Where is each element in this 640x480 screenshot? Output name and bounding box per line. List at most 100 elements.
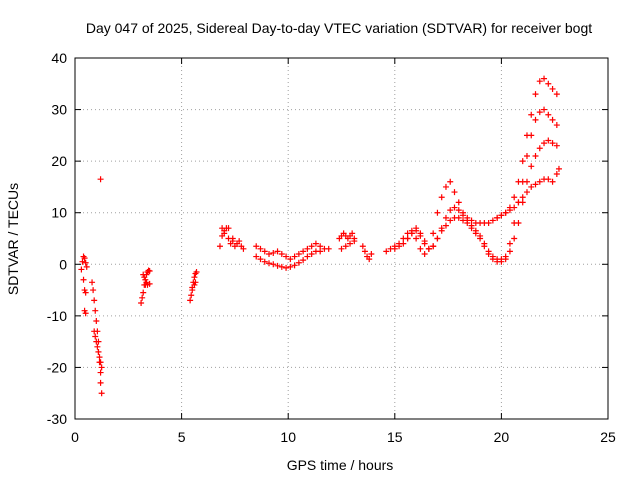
data-point: [291, 262, 298, 269]
data-point: [523, 189, 530, 196]
data-point: [80, 276, 87, 283]
data-point: [472, 230, 479, 237]
y-tick-label: 30: [51, 102, 67, 118]
data-point: [506, 240, 513, 247]
data-point: [485, 250, 492, 257]
data-point: [425, 245, 432, 252]
data-point: [79, 258, 86, 265]
data-point: [519, 158, 526, 165]
data-point: [295, 259, 302, 266]
data-point: [515, 220, 522, 227]
data-point: [291, 253, 298, 260]
data-point: [460, 217, 467, 224]
data-point: [536, 178, 543, 185]
data-point: [549, 140, 556, 147]
series-segment-5.5h: [187, 269, 200, 304]
data-point: [553, 122, 560, 129]
data-point: [300, 248, 307, 255]
data-point: [138, 299, 145, 306]
data-point: [421, 238, 428, 245]
series-segment-7h: [216, 225, 247, 252]
data-point: [221, 230, 228, 237]
data-point: [95, 348, 102, 355]
data-point: [261, 248, 268, 255]
series-mid-band-lower: [253, 248, 324, 271]
data-point: [216, 243, 223, 250]
data-point: [464, 220, 471, 227]
series-mid-band-upper: [253, 240, 332, 263]
series-late-series-b: [391, 106, 560, 263]
data-point: [139, 294, 146, 301]
data-point: [89, 279, 96, 286]
data-point: [325, 245, 332, 252]
data-point: [317, 243, 324, 250]
data-point: [347, 240, 354, 247]
data-point: [545, 80, 552, 87]
data-point: [91, 297, 98, 304]
data-point: [83, 263, 90, 270]
data-point: [536, 109, 543, 116]
data-point: [532, 116, 539, 123]
data-point: [549, 178, 556, 185]
series-outlier: [97, 176, 104, 183]
y-tick-label: -20: [47, 359, 67, 375]
data-point: [468, 225, 475, 232]
data-point: [430, 230, 437, 237]
data-point: [528, 132, 535, 139]
data-point: [455, 199, 462, 206]
data-point: [400, 240, 407, 247]
plot-frame: [74, 57, 609, 420]
x-tick-label: 20: [494, 429, 510, 445]
data-point: [351, 238, 358, 245]
data-point: [287, 256, 294, 263]
data-point: [447, 178, 454, 185]
data-point: [261, 258, 268, 265]
data-point: [545, 111, 552, 118]
data-point: [189, 287, 196, 294]
data-point: [98, 364, 105, 371]
data-point: [502, 256, 509, 263]
data-point: [549, 116, 556, 123]
data-point: [98, 390, 105, 397]
data-point: [93, 318, 100, 325]
series-early-cluster: [78, 253, 90, 317]
data-point: [81, 255, 88, 262]
data-point: [541, 75, 548, 82]
data-point: [541, 106, 548, 113]
data-point: [511, 204, 518, 211]
data-point: [312, 240, 319, 247]
data-point: [82, 289, 89, 296]
data-point: [438, 227, 445, 234]
data-point: [528, 183, 535, 190]
data-point: [317, 248, 324, 255]
data-point: [283, 264, 290, 271]
data-point: [270, 249, 277, 256]
data-point: [489, 256, 496, 263]
data-point: [494, 214, 501, 221]
data-point: [266, 260, 273, 267]
data-point: [349, 230, 356, 237]
data-point: [295, 250, 302, 257]
data-point: [308, 243, 315, 250]
data-point: [532, 181, 539, 188]
y-tick-label: 40: [51, 50, 67, 66]
data-point: [219, 225, 226, 232]
data-point: [240, 245, 247, 252]
data-point: [528, 163, 535, 170]
data-point: [270, 261, 277, 268]
data-point: [553, 91, 560, 98]
series-late-series-c: [404, 137, 560, 265]
data-point: [434, 209, 441, 216]
data-point: [511, 235, 518, 242]
series-segment-3h: [138, 267, 153, 306]
data-point: [257, 256, 264, 263]
data-points: [78, 75, 562, 397]
data-point: [391, 245, 398, 252]
data-point: [97, 176, 104, 183]
series-late-series-d: [494, 165, 562, 221]
data-point: [342, 243, 349, 250]
data-point: [523, 178, 530, 185]
y-tick-label: -30: [47, 411, 67, 427]
data-point: [97, 379, 104, 386]
